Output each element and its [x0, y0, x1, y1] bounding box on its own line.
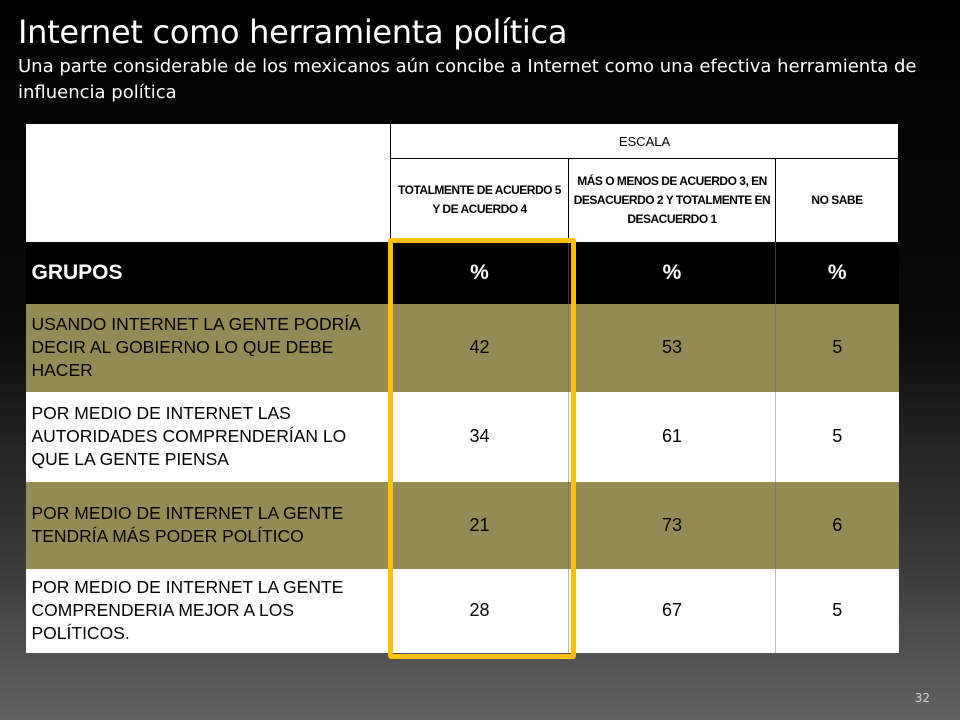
value-dont-know: 5	[775, 568, 899, 653]
value-neutral-disagree: 61	[568, 391, 776, 482]
percent-header: %	[775, 241, 899, 304]
row-label: POR MEDIO DE INTERNET LAS AUTORIDADES CO…	[25, 391, 391, 482]
row-label: USANDO INTERNET LA GENTE PODRÍA DECIR AL…	[25, 303, 391, 392]
table-row: POR MEDIO DE INTERNET LA GENTE TENDRÍA M…	[25, 481, 899, 569]
table-row: POR MEDIO DE INTERNET LA GENTE COMPRENDE…	[25, 568, 899, 653]
scale-header-blank	[25, 123, 391, 159]
table-row: POR MEDIO DE INTERNET LAS AUTORIDADES CO…	[25, 391, 899, 482]
slide-subtitle: Una parte considerable de los mexicanos …	[18, 56, 917, 103]
value-neutral-disagree: 67	[568, 568, 776, 653]
value-agree: 42	[390, 303, 569, 392]
percent-header: %	[390, 241, 569, 304]
column-header-blank	[25, 158, 391, 242]
column-header-neutral-disagree: MÁS O MENOS DE ACUERDO 3, EN DESACUERDO …	[568, 158, 776, 242]
column-header-dont-know: NO SABE	[775, 158, 899, 242]
scale-header: ESCALA	[390, 123, 899, 159]
slide-title: Internet como herramienta política	[18, 13, 568, 51]
value-dont-know: 5	[775, 391, 899, 482]
value-agree: 21	[390, 481, 569, 569]
value-agree: 34	[390, 391, 569, 482]
column-header-agree: TOTALMENTE DE ACUERDO 5 Y DE ACUERDO 4	[390, 158, 569, 242]
value-neutral-disagree: 73	[568, 481, 776, 569]
groups-header-row: GRUPOS % % %	[25, 241, 899, 304]
value-agree: 28	[390, 568, 569, 653]
scale-header-row: ESCALA	[25, 123, 899, 159]
percent-header: %	[568, 241, 776, 304]
groups-header: GRUPOS	[25, 241, 391, 304]
column-header-row: TOTALMENTE DE ACUERDO 5 Y DE ACUERDO 4 M…	[25, 158, 899, 242]
value-dont-know: 5	[775, 303, 899, 392]
table-row: USANDO INTERNET LA GENTE PODRÍA DECIR AL…	[25, 303, 899, 392]
survey-table: ESCALA TOTALMENTE DE ACUERDO 5 Y DE ACUE…	[25, 123, 899, 653]
row-label: POR MEDIO DE INTERNET LA GENTE COMPRENDE…	[25, 568, 391, 653]
value-dont-know: 6	[775, 481, 899, 569]
slide-number: 32	[914, 691, 930, 705]
value-neutral-disagree: 53	[568, 303, 776, 392]
row-label: POR MEDIO DE INTERNET LA GENTE TENDRÍA M…	[25, 481, 391, 569]
